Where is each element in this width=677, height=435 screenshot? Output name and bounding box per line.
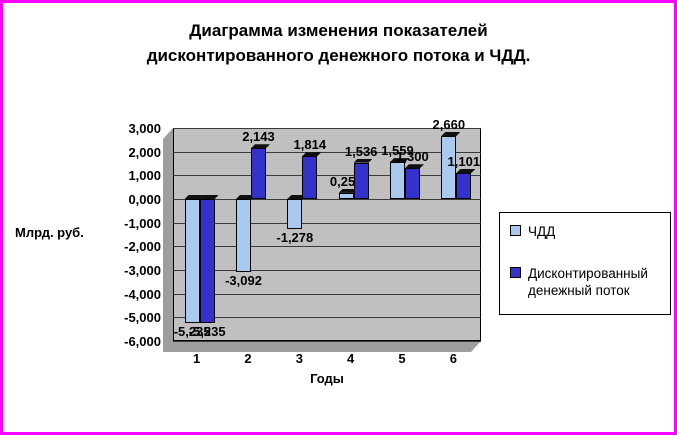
bar-top-face (236, 195, 255, 199)
bar-flow-year-1 (199, 199, 215, 323)
gridline (173, 222, 481, 224)
y-tick-label: -5,000 (124, 310, 161, 326)
y-tick-label: 3,000 (128, 121, 161, 136)
bar-flow-year-4 (353, 162, 369, 199)
legend-item-chdd: ЧДД (510, 223, 660, 241)
bar-flow-year-2 (251, 148, 266, 199)
bar-top-face (302, 152, 322, 157)
legend: ЧДД Дисконтированный денежный поток (499, 212, 671, 315)
bar-top-face (184, 195, 204, 199)
gridline (173, 175, 481, 177)
bar-chdd-year-2 (236, 199, 251, 273)
bar-top-face (353, 158, 373, 163)
bar-flow-year-3 (302, 156, 318, 199)
x-tick-label: 2 (244, 351, 252, 366)
bar-data-label: 1,559 (381, 143, 414, 159)
bar-data-label: 1,300 (396, 149, 429, 165)
y-axis-title: Млрд. руб. (15, 225, 84, 240)
legend-label-chdd: ЧДД (528, 224, 556, 239)
bar-data-label: -1,278 (276, 230, 314, 246)
plot-area (173, 128, 481, 341)
x-tick-label: 5 (398, 351, 406, 366)
x-tick-label: 1 (193, 351, 201, 366)
bar-chdd-year-5 (390, 162, 405, 199)
x-axis-title: Годы (310, 371, 344, 386)
y-tick-label: -2,000 (124, 239, 161, 255)
bar-top-face (338, 188, 358, 193)
gridline (173, 246, 481, 248)
bar-data-label: -5,235 (188, 323, 226, 339)
bar-data-label: 1,536 (344, 143, 378, 159)
bar-data-label: 1,814 (293, 137, 327, 153)
bar-data-label: 1,101 (447, 153, 481, 169)
legend-item-discounted-flow: Дисконтированный денежный поток (510, 265, 660, 300)
bar-data-label: -3,092 (225, 273, 262, 289)
bar-chdd-year-4 (338, 192, 354, 199)
bar-chdd-year-3 (287, 199, 303, 230)
bar-top-face (441, 132, 461, 137)
legend-swatch-chdd (510, 225, 521, 236)
gridline (173, 341, 481, 342)
y-tick-label: -3,000 (124, 263, 161, 278)
plot-floor (163, 341, 481, 352)
y-tick-label: 2,000 (128, 144, 161, 160)
x-tick-label: 4 (347, 351, 355, 366)
bar-top-face (405, 164, 424, 169)
y-tick-label: -4,000 (124, 286, 161, 302)
bar-flow-year-5 (405, 168, 420, 199)
bar-chdd-year-1 (184, 199, 200, 323)
gridline (173, 293, 481, 295)
bar-top-face (251, 144, 270, 149)
gridline (173, 270, 481, 271)
bar-chdd-year-6 (441, 136, 457, 199)
bar-top-face (287, 195, 307, 199)
y-tick-label: 1,000 (128, 168, 161, 184)
chart-title: Диаграмма изменения показателей дисконти… (3, 19, 674, 68)
gridline (173, 151, 481, 153)
bar-data-label: 2,660 (432, 117, 466, 133)
gridline (173, 199, 481, 200)
y-tick-label: 0,000 (128, 192, 161, 207)
x-tick-label: 6 (449, 351, 457, 366)
legend-swatch-discounted-flow (510, 266, 521, 278)
bar-top-face (456, 168, 476, 173)
gridline (173, 317, 481, 319)
bar-top-face (390, 158, 409, 163)
gridline (173, 128, 481, 129)
bar-data-label: -5,235 (173, 323, 211, 339)
x-tick-label: 3 (295, 351, 303, 366)
bar-data-label: 2,143 (242, 129, 275, 145)
chart-title-line2: дисконтированного денежного потока и ЧДД… (146, 45, 531, 65)
plot-side-wall (163, 128, 173, 352)
y-tick-label: -1,000 (124, 215, 161, 231)
bar-flow-year-6 (456, 172, 472, 199)
chart-title-line1: Диаграмма изменения показателей (189, 21, 488, 40)
legend-label-discounted-flow: Дисконтированный денежный поток (528, 265, 648, 299)
bar-top-face (199, 195, 219, 199)
y-tick-label: -6,000 (124, 334, 161, 349)
